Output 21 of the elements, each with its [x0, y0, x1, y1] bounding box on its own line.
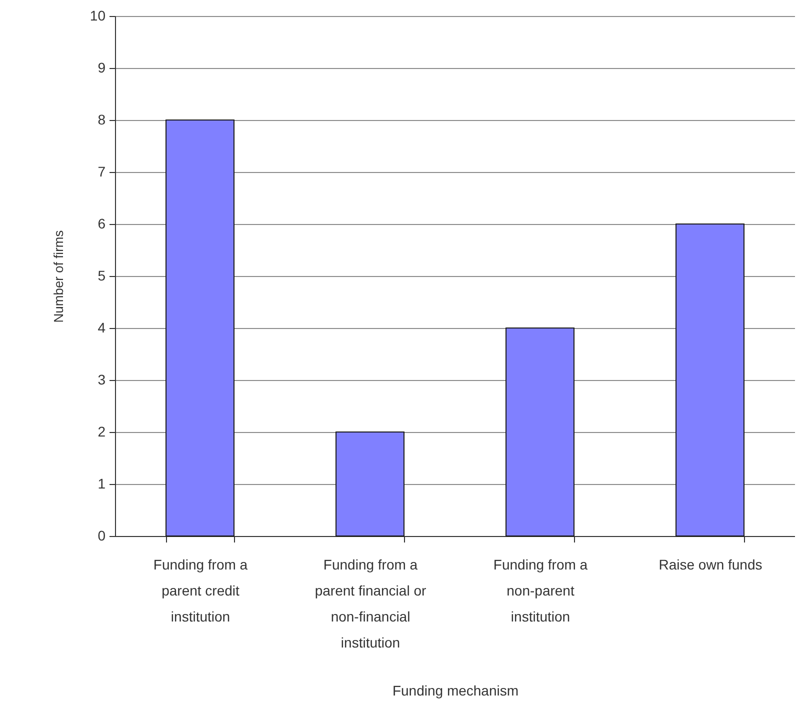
- x-tick-label: Raise own funds: [658, 556, 762, 572]
- bar: [166, 120, 234, 536]
- y-tick-label: 9: [98, 60, 106, 76]
- y-tick-label: 1: [98, 476, 106, 492]
- y-tick-label: 0: [98, 528, 106, 544]
- y-tick-label: 2: [98, 424, 106, 440]
- y-axis-title: Number of firms: [50, 230, 66, 323]
- y-tick-label: 7: [98, 164, 106, 180]
- y-tick-label: 4: [98, 320, 106, 336]
- bar: [676, 224, 744, 536]
- y-tick-label: 6: [98, 216, 106, 232]
- bar: [336, 432, 404, 536]
- y-tick-label: 3: [98, 372, 106, 388]
- x-tick-label: Funding from a parent credit institution: [153, 556, 248, 624]
- x-tick-label: Funding from a non-parent institution: [493, 556, 588, 624]
- x-axis-title: Funding mechanism: [392, 682, 519, 698]
- y-tick-label: 10: [90, 8, 106, 24]
- x-tick-label: Funding from a parent financial or non-financial institution: [314, 556, 426, 650]
- y-tick-label: 5: [98, 268, 106, 284]
- bar: [506, 328, 574, 536]
- y-tick-label: 8: [98, 112, 106, 128]
